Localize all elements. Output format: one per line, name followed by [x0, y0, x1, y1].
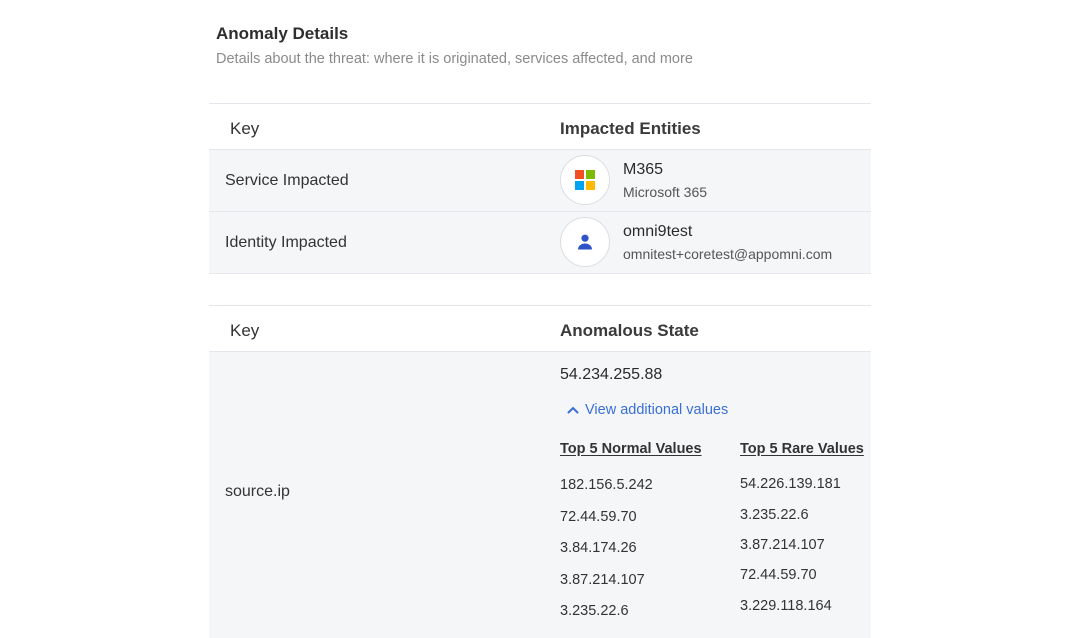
chevron-up-icon [567, 406, 579, 414]
rare-value: 3.229.118.164 [740, 598, 832, 614]
table-row-source-ip: source.ip 54.234.255.88 View additional … [209, 352, 871, 638]
user-icon [560, 217, 610, 267]
table-header: Key Impacted Entities [209, 103, 871, 150]
normal-value: 3.84.174.26 [560, 540, 637, 556]
table-header: Key Anomalous State [209, 305, 871, 352]
normal-value: 72.44.59.70 [560, 509, 637, 525]
page-title: Anomaly Details [216, 24, 349, 43]
impacted-entities-table: Key Impacted Entities Service Impacted M… [209, 103, 871, 274]
column-header-key: Key [230, 119, 260, 138]
table-row-service: Service Impacted M365 Microsoft 365 [209, 150, 871, 212]
table-row-identity: Identity Impacted omni9test omnitest+cor… [209, 212, 871, 274]
column-header-impacted-entities: Impacted Entities [560, 119, 701, 138]
anomalous-state-table: Key Anomalous State source.ip 54.234.255… [209, 305, 871, 638]
column-header-anomalous-state: Anomalous State [560, 321, 699, 340]
normal-values-header: Top 5 Normal Values [560, 441, 702, 457]
page-subtitle: Details about the threat: where it is or… [216, 51, 693, 67]
view-additional-values-button[interactable]: View additional values [567, 402, 728, 418]
entity-name[interactable]: omni9test [623, 223, 693, 240]
column-header-key: Key [230, 321, 260, 340]
entity-email: omnitest+coretest@appomni.com [623, 246, 833, 262]
rare-value: 3.87.214.107 [740, 537, 825, 553]
rare-value: 54.226.139.181 [740, 476, 841, 492]
row-key: Identity Impacted [225, 234, 347, 251]
normal-value: 3.235.22.6 [560, 603, 629, 619]
rare-values-header: Top 5 Rare Values [740, 441, 864, 457]
rare-value: 72.44.59.70 [740, 567, 817, 583]
section-header: Anomaly Details Details about the threat… [216, 24, 693, 67]
microsoft-logo-icon [560, 155, 610, 205]
rare-value: 3.235.22.6 [740, 507, 809, 523]
view-additional-values-label: View additional values [585, 402, 729, 418]
normal-value: 3.87.214.107 [560, 572, 645, 588]
anomalous-value: 54.234.255.88 [560, 366, 663, 383]
row-key: Service Impacted [225, 172, 349, 189]
entity-name[interactable]: M365 [623, 161, 664, 178]
row-key: source.ip [225, 483, 290, 500]
normal-value: 182.156.5.242 [560, 477, 653, 493]
entity-description: Microsoft 365 [623, 184, 708, 200]
